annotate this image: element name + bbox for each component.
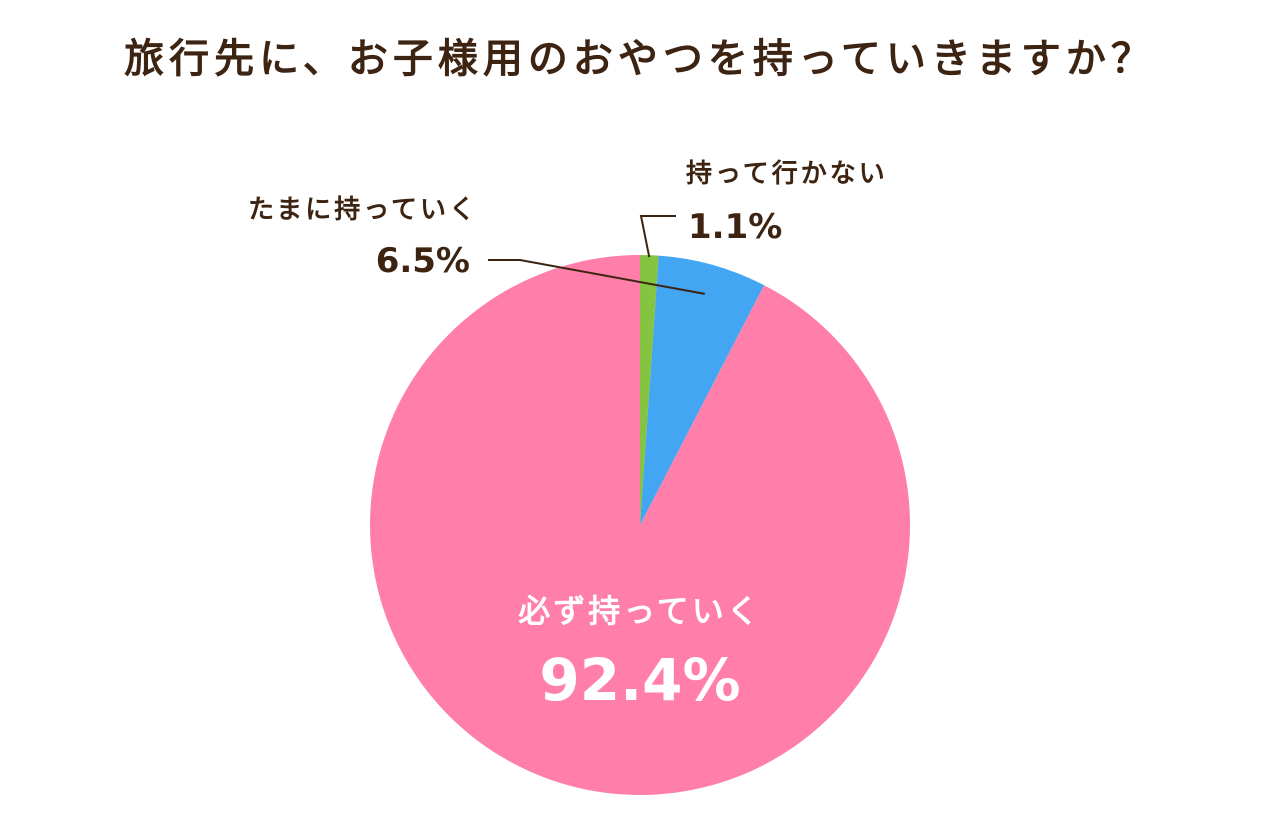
- pie-slice-always: [370, 255, 911, 795]
- pie-slices: [370, 255, 911, 795]
- slice-label-never: 持って行かない: [686, 158, 888, 189]
- pie-slice-sometimes: [640, 255, 765, 525]
- leader-line-sometimes: [488, 259, 705, 295]
- leader-lines: [488, 215, 705, 295]
- slice-value-sometimes: 6.5%: [376, 241, 470, 281]
- slice-value-never: 1.1%: [688, 207, 782, 247]
- slice-label-sometimes: たまに持っていく: [248, 195, 478, 225]
- slice-label-always: 必ず持っていく: [518, 592, 761, 630]
- chart-title: 旅行先に、お子様用のおやつを持っていきますか？: [124, 36, 1156, 82]
- leader-line-never: [639, 215, 676, 258]
- slice-value-always: 92.4%: [539, 646, 740, 714]
- pie-slice-never: [640, 255, 659, 525]
